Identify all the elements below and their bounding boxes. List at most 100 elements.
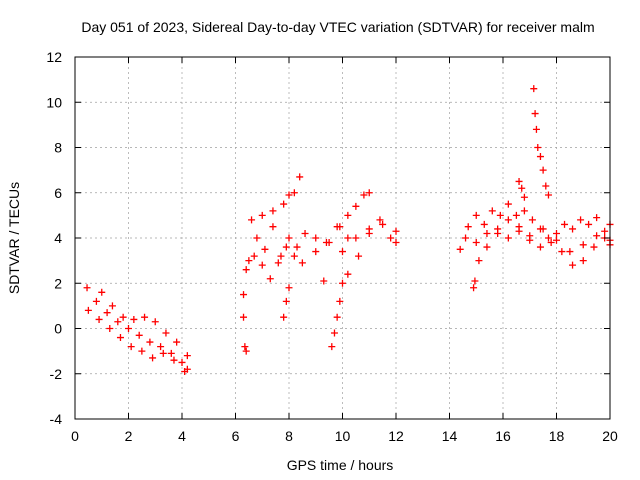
x-tick-label: 4 [178,428,186,444]
data-point [496,211,504,219]
x-tick-label: 16 [495,428,511,444]
x-tick-label: 8 [285,428,293,444]
data-point [114,318,122,326]
y-tick-label: 0 [54,321,62,337]
data-point [240,313,248,321]
data-point [173,338,181,346]
data-point [472,211,480,219]
data-point [515,223,523,231]
data-point [531,110,539,118]
data-point [532,125,540,133]
x-tick-label: 12 [388,428,404,444]
data-point [387,234,395,242]
data-point [159,349,167,357]
data-point [285,284,293,292]
data-point [585,220,593,228]
data-point [285,234,293,242]
grid [75,57,610,419]
data-point [488,207,496,215]
data-point [475,257,483,265]
data-point [480,220,488,228]
data-point [301,229,309,237]
data-point [298,259,306,267]
data-point [518,184,526,192]
data-point [296,173,304,181]
data-point [365,225,373,233]
data-point [601,227,609,235]
data-point [312,248,320,256]
data-point [328,343,336,351]
data-point [512,211,520,219]
data-point [162,329,170,337]
x-tick-label: 18 [549,428,565,444]
data-point [566,248,574,256]
data-point [553,236,560,244]
data-point [258,211,266,219]
data-point [241,343,249,351]
data-point [108,302,116,310]
data-point [290,189,298,197]
data-point [336,297,344,305]
data-point [553,229,560,237]
data-point [261,245,269,253]
x-tick-label: 6 [232,428,240,444]
x-tick-label: 14 [442,428,458,444]
data-point [285,191,293,199]
ticks: 0 2 4 6 8 10 12 14 16 18 20 -4 -2 0 2 4 6 8 10 12 [46,49,618,444]
data-point [127,343,135,351]
data-point [280,313,288,321]
data-point [344,211,352,219]
y-tick-label: 10 [46,94,62,110]
data-point [333,313,341,321]
data-point [282,297,290,305]
data-point [544,234,552,242]
data-point [494,229,502,237]
data-point [135,331,143,339]
data-point [92,297,100,305]
data-point [561,220,569,228]
data-point [119,313,127,321]
data-point [526,232,534,240]
y-tick-label: 2 [54,275,62,291]
data-point [515,177,523,185]
data-point [579,241,587,249]
y-tick-label: -4 [50,411,63,427]
data-point [376,216,384,224]
data-point [470,284,478,292]
data-point [181,367,189,375]
y-tick-label: 4 [54,230,62,246]
x-tick-label: 2 [125,428,133,444]
data-point [528,216,536,224]
data-point [258,261,266,269]
data-point [151,318,159,326]
data-point [344,270,352,278]
data-point [569,225,577,233]
data-point [579,257,587,265]
y-tick-label: -2 [50,366,63,382]
data-point [149,354,157,362]
data-point [558,248,566,256]
data-point [293,243,301,251]
y-tick-label: 6 [54,185,62,201]
data-point [360,191,368,199]
data-point [167,349,175,357]
data-point [520,193,528,201]
data-point [462,234,470,242]
data-point [253,234,261,242]
data-point [103,309,111,317]
data-point [504,216,512,224]
data-point [355,252,363,260]
x-tick-label: 20 [602,428,618,444]
data-point [245,257,253,265]
data-point [536,243,544,251]
data-point [146,338,154,346]
data-point [483,243,491,251]
data-point [352,202,360,210]
data-point [183,352,191,360]
data-point [530,85,538,93]
data-point [312,234,320,242]
data-point [569,261,577,269]
data-point [504,234,512,242]
